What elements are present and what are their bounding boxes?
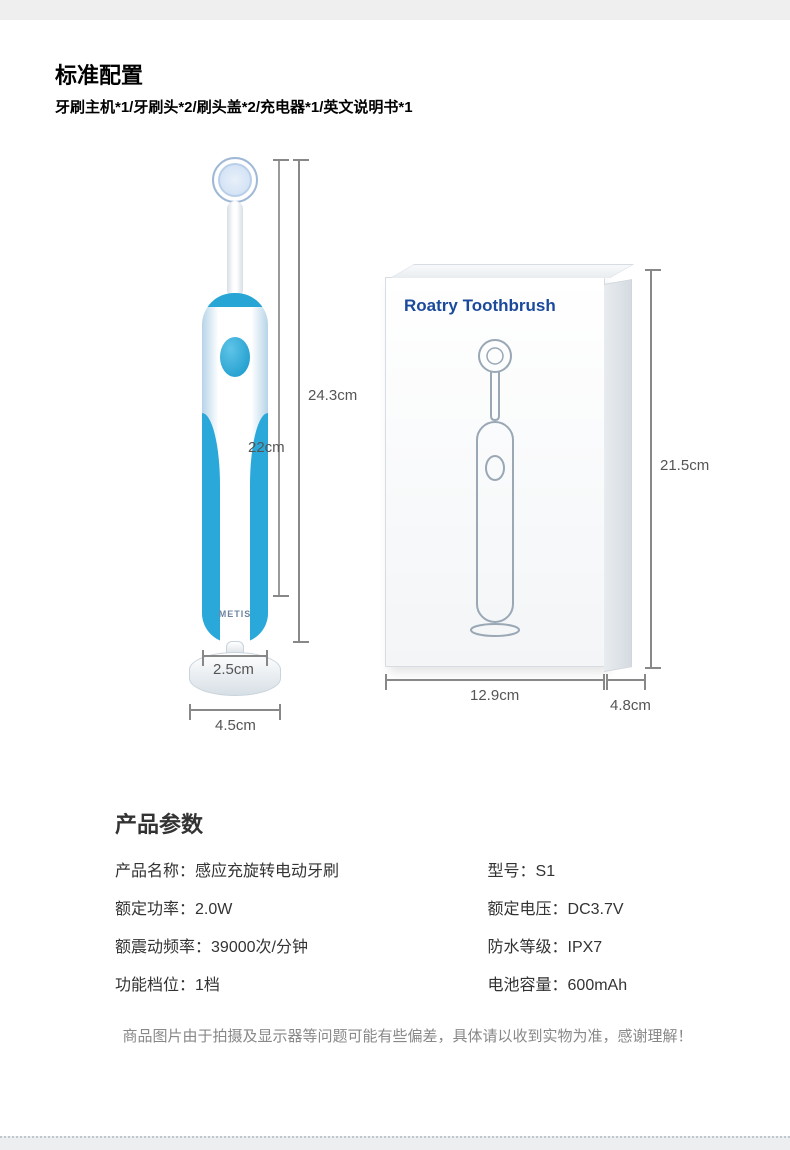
specs-section: 产品参数 产品名称：感应充旋转电动牙刷 型号：S1 额定功率：2.0W 额定电压… xyxy=(0,777,790,1046)
toothbrush-illustration: METIS xyxy=(195,157,275,697)
dim-line xyxy=(650,269,652,669)
dimension-diagram: METIS Roatry Toothbrush 24.3cm 22cm 2.5c… xyxy=(0,157,790,777)
power-button-icon xyxy=(220,337,250,377)
brush-neck xyxy=(227,201,243,296)
brush-brand-label: METIS xyxy=(202,609,268,619)
specs-table: 产品名称：感应充旋转电动牙刷 型号：S1 额定功率：2.0W 额定电压：DC3.… xyxy=(115,857,700,995)
spec-cell: 功能档位：1档 xyxy=(115,971,408,995)
dim-label-box-height: 21.5cm xyxy=(660,457,709,474)
spec-cell: 产品名称：感应充旋转电动牙刷 xyxy=(115,857,408,881)
dim-label-body-height: 22cm xyxy=(248,439,285,456)
footer-divider xyxy=(0,1136,790,1150)
brush-body: METIS xyxy=(202,293,268,643)
section-title: 标准配置 xyxy=(55,58,790,90)
dim-label-box-width: 12.9cm xyxy=(470,687,519,704)
brush-head-icon xyxy=(212,157,258,203)
box-title-label: Roatry Toothbrush xyxy=(404,296,556,316)
spec-cell: 型号：S1 xyxy=(408,857,701,881)
dim-line xyxy=(202,655,268,657)
section-subtitle: 牙刷主机*1/牙刷头*2/刷头盖*2/充电器*1/英文说明书*1 xyxy=(55,96,790,117)
spec-cell: 电池容量：600mAh xyxy=(408,971,701,995)
box-outline-icon xyxy=(465,338,525,638)
spec-cell: 额定电压：DC3.7V xyxy=(408,895,701,919)
spec-cell: 额定功率：2.0W xyxy=(115,895,408,919)
spec-cell: 防水等级：IPX7 xyxy=(408,933,701,957)
dim-line xyxy=(298,159,300,643)
dim-line xyxy=(606,679,646,681)
dim-label-charger-width: 4.5cm xyxy=(215,717,256,734)
specs-title: 产品参数 xyxy=(115,807,700,839)
dim-label-total-height: 24.3cm xyxy=(308,387,357,404)
package-box-illustration: Roatry Toothbrush xyxy=(385,277,605,667)
dim-label-box-depth: 4.8cm xyxy=(610,697,651,714)
header-section: 标准配置 牙刷主机*1/牙刷头*2/刷头盖*2/充电器*1/英文说明书*1 xyxy=(0,20,790,127)
dim-line xyxy=(278,159,280,597)
spec-cell: 额震动频率：39000次/分钟 xyxy=(115,933,408,957)
dim-label-body-width: 2.5cm xyxy=(213,661,254,678)
dim-line xyxy=(189,709,281,711)
disclaimer-text: 商品图片由于拍摄及显示器等问题可能有些偏差，具体请以收到实物为准，感谢理解！ xyxy=(115,1025,700,1046)
dim-line xyxy=(385,679,605,681)
